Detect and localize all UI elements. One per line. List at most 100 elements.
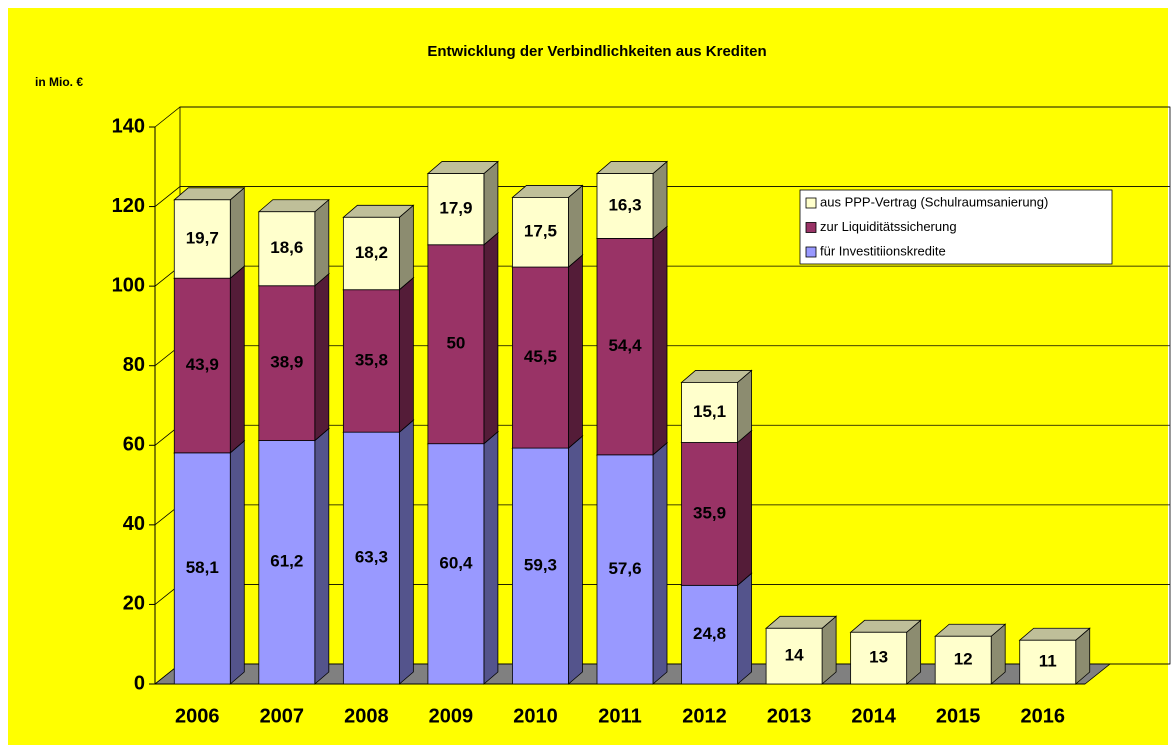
bar (512, 447, 569, 685)
bar (512, 197, 569, 268)
bar (173, 452, 231, 685)
data-label: 18,6 (270, 238, 303, 257)
x-tick-label: 2013 (767, 705, 812, 727)
bar (342, 216, 400, 291)
data-label: 17,9 (439, 199, 472, 218)
x-tick-label: 2008 (344, 705, 389, 727)
bar-side (483, 231, 499, 445)
x-tick-label: 2006 (175, 705, 220, 727)
bar-side (652, 160, 668, 240)
bar (596, 237, 654, 456)
x-tick-label: 2009 (429, 705, 474, 727)
bar (681, 382, 738, 443)
chart-title: Entwicklung der Verbindlichkeiten aus Kr… (427, 43, 766, 60)
data-label: 60,4 (439, 553, 473, 572)
data-label: 57,6 (608, 559, 641, 578)
bar (342, 431, 400, 685)
bar (681, 584, 738, 685)
legend-swatch (805, 246, 817, 258)
data-label: 61,2 (270, 552, 303, 571)
data-label: 43,9 (186, 355, 219, 374)
y-tick-label: 0 (134, 672, 145, 694)
data-label: 24,8 (693, 624, 726, 643)
data-label: 35,8 (355, 350, 388, 369)
data-label: 11 (1039, 652, 1057, 671)
data-label: 14 (785, 646, 804, 665)
bar-side (483, 160, 499, 246)
data-label: 35,9 (693, 503, 726, 522)
bar-side (229, 186, 245, 280)
bar (512, 266, 569, 449)
data-label: 45,5 (524, 347, 557, 366)
y-tick-label: 40 (123, 513, 145, 535)
data-label: 15,1 (693, 402, 726, 421)
bar (1019, 639, 1077, 685)
x-tick-label: 2007 (260, 705, 305, 727)
bar-side (737, 572, 752, 685)
bar (258, 211, 316, 287)
data-label: 59,3 (524, 556, 557, 575)
grid-line (154, 106, 1170, 128)
bar (173, 277, 231, 454)
bar-side (398, 419, 414, 685)
bar-side (652, 225, 668, 456)
bar (258, 440, 316, 685)
legend-swatch (805, 222, 817, 233)
bar (850, 631, 908, 685)
bar-side (483, 430, 499, 685)
legend (799, 189, 1113, 265)
bar (596, 454, 654, 685)
x-tick-label: 2015 (936, 705, 981, 727)
bar (173, 199, 231, 279)
grid-line (154, 186, 1170, 207)
y-tick-label: 60 (123, 434, 145, 456)
data-label: 63,3 (355, 548, 388, 567)
y-tick-label: 100 (112, 274, 145, 296)
data-label: 12 (954, 650, 973, 669)
y-tick-label: 120 (112, 195, 145, 217)
bar-side (314, 198, 330, 287)
x-tick-label: 2014 (851, 705, 896, 727)
bar-side (568, 435, 583, 685)
data-label: 13 (869, 648, 888, 667)
data-label: 19,7 (186, 228, 219, 247)
bar (596, 173, 654, 239)
y-axis-label: in Mio. € (35, 75, 83, 89)
bar-side (568, 184, 583, 268)
bar (765, 627, 823, 685)
legend-swatch (805, 197, 817, 209)
bar (681, 442, 738, 586)
data-label: 50 (446, 334, 465, 353)
data-label: 58,1 (186, 558, 219, 577)
bar (934, 635, 992, 685)
bar-side (398, 204, 414, 291)
x-tick-label: 2011 (598, 705, 641, 727)
x-tick-label: 2010 (513, 705, 558, 727)
bar (427, 244, 485, 445)
data-label: 38,9 (270, 353, 303, 372)
bar-side (737, 429, 752, 587)
legend-label: für Investitiionskredite (820, 243, 946, 258)
legend-label: zur Liquiditätssicherung (820, 219, 957, 234)
bar-side (652, 441, 668, 685)
x-tick-label: 2016 (1020, 705, 1065, 727)
y-tick-label: 80 (123, 354, 145, 376)
data-label: 16,3 (608, 195, 641, 214)
data-label: 18,2 (355, 243, 388, 262)
data-label: 54,4 (608, 336, 642, 355)
bar (258, 285, 316, 441)
bar-side (314, 272, 330, 442)
legend-label: aus PPP-Vertrag (Schulraumsanierung) (820, 194, 1048, 209)
bar-side (229, 439, 245, 685)
data-label: 17,5 (524, 222, 557, 241)
bar-side (314, 427, 330, 685)
bar-side (737, 369, 752, 444)
y-tick-label: 140 (112, 115, 145, 137)
y-tick-label: 20 (123, 593, 145, 615)
bar (427, 443, 485, 685)
bar-side (568, 254, 583, 449)
bar-side (229, 265, 245, 454)
x-tick-label: 2012 (682, 705, 727, 727)
bar (427, 173, 485, 246)
